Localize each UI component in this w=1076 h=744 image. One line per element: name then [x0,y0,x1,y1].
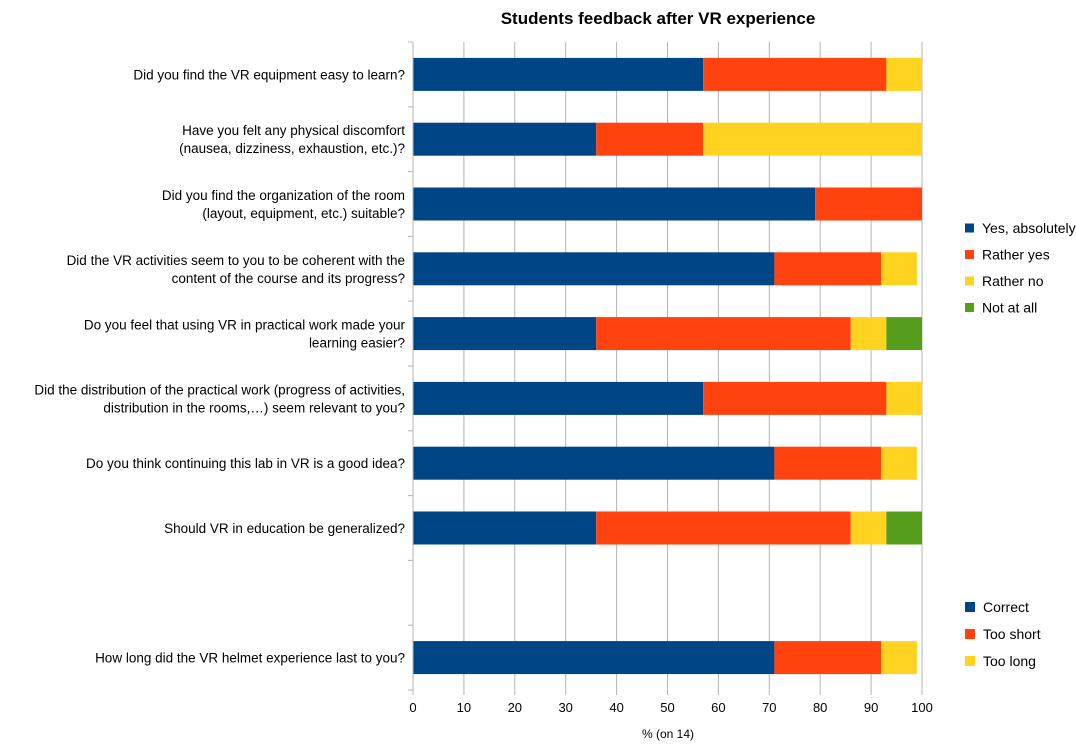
bar-segment [881,641,917,675]
bar-segment [596,511,851,545]
bar-segment [881,252,917,286]
category-label: Did the distribution of the practical wo… [34,382,405,397]
x-tick-label: 0 [409,700,416,715]
x-tick-label: 50 [660,700,674,715]
bar-segment [413,641,775,675]
x-tick-label: 100 [911,700,933,715]
legend-label: Too short [983,626,1041,642]
legend-swatch [965,223,974,233]
bar-segment [413,122,597,156]
category-labels: Did you find the VR equipment easy to le… [34,67,405,665]
bar-segment [774,252,882,286]
bar-segment [413,317,597,351]
bar-segment [703,57,887,91]
category-label: distribution in the rooms,…) seem releva… [103,400,405,415]
bar-segment [886,57,922,91]
legend-label: Rather yes [982,247,1050,263]
category-label: (nausea, dizziness, exhaustion, etc.)? [179,141,405,156]
bar-segment [886,511,922,545]
category-label: Did you find the organization of the roo… [162,188,405,203]
bar-segment [596,122,704,156]
legend-swatch [965,602,975,612]
x-tick-label: 80 [813,700,827,715]
bar-segment [886,317,922,351]
bar-segment [596,317,851,351]
legend-label: Correct [983,599,1029,615]
bar-segment [815,187,922,221]
category-label: Have you felt any physical discomfort [182,123,405,138]
legend-swatch [965,250,974,259]
category-label: Do you feel that using VR in practical w… [84,318,406,333]
bar-segment [703,381,887,415]
x-tick-label: 20 [508,700,522,715]
bar-segment [850,511,887,545]
category-label: How long did the VR helmet experience la… [95,651,405,666]
chart-title: Students feedback after VR experience [501,9,816,28]
legend-label: Too long [983,653,1036,669]
legend-feedback: Yes, absolutely Rather yes Rather no Not at… [965,220,1076,316]
legend-swatch [965,629,975,639]
legend-swatch [965,303,974,312]
bar-segment [413,511,597,545]
bar-segment [886,381,922,415]
bar-segment [413,187,816,221]
x-tick-label: 60 [711,700,725,715]
legend-duration: Correct Too short Too long [965,599,1041,669]
category-label: content of the course and its progress? [172,271,405,286]
x-tick-label: 30 [558,700,572,715]
category-label: Do you think continuing this lab in VR i… [86,456,405,471]
axes [408,41,923,695]
x-tick-label: 90 [864,700,878,715]
legend-label: Rather no [982,273,1044,289]
bar-segment [413,446,775,480]
x-tick-label: 10 [457,700,471,715]
bar-segment [413,381,704,415]
legend-label: Yes, absolutely [982,220,1076,236]
x-tick-labels: 0 10 20 30 40 50 60 70 80 90 100 [409,700,932,715]
legend-swatch [965,276,974,286]
category-label: learning easier? [309,336,405,351]
x-tick-label: 70 [762,700,776,715]
category-label: Did you find the VR equipment easy to le… [133,67,405,82]
bar-segment [881,446,917,480]
category-label: Did the VR activities seem to you to be … [67,253,405,268]
category-label: Should VR in education be generalized? [164,521,405,536]
legend-label: Not at all [982,300,1037,316]
bar-segment [774,446,882,480]
bar-segment [850,317,887,351]
x-tick-label: 40 [609,700,623,715]
bar-segment [703,122,922,156]
bar-segment [413,252,775,286]
bars [413,57,922,675]
legend-swatch [965,656,975,666]
bar-segment [413,57,704,91]
x-axis-label: % (on 14) [642,727,694,741]
bar-segment [774,641,882,675]
category-label: (layout, equipment, etc.) suitable? [202,206,405,221]
